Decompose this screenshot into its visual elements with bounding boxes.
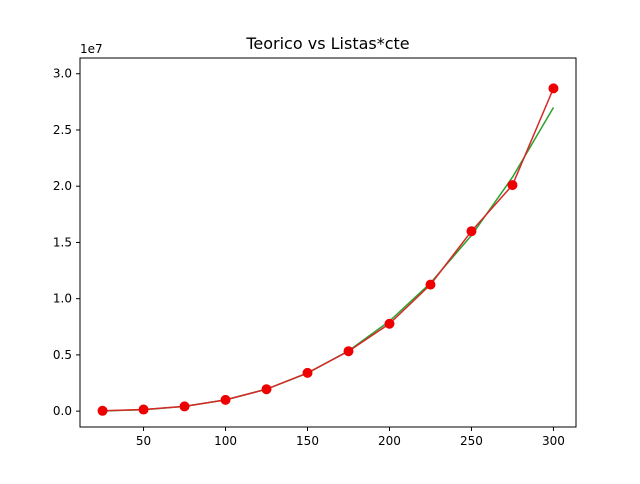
x-tick-label: 250: [460, 434, 483, 448]
y-tick-label: 0.0: [53, 404, 72, 418]
series-2-point: [261, 384, 272, 395]
series-2-point: [466, 226, 477, 237]
series-1-line: [102, 107, 555, 412]
series-2-point: [138, 404, 149, 415]
series-2-point: [384, 318, 395, 329]
series-2-point: [507, 180, 518, 191]
series-2-point: [343, 346, 354, 357]
axis-layer: 50 100 150 200 250 300 0.0 0.5 1.0 1.5 2.0 2.5 3.0: [53, 67, 565, 448]
series-2-point: [425, 279, 436, 290]
series-2-point: [548, 83, 559, 94]
series-2-point: [302, 367, 313, 378]
chart-title: Teorico vs Listas*cte: [245, 34, 409, 53]
series-2-point: [179, 401, 190, 412]
y-tick-label: 2.5: [53, 123, 72, 137]
series-2-point: [220, 394, 231, 405]
y-axis-offset-label: 1e7: [80, 42, 103, 56]
x-tick-label: 150: [296, 434, 319, 448]
series-2-point: [97, 405, 108, 416]
y-tick-label: 1.5: [53, 235, 72, 249]
x-tick-label: 200: [378, 434, 401, 448]
x-tick-label: 300: [542, 434, 565, 448]
y-tick-label: 1.0: [53, 292, 72, 306]
y-tick-label: 3.0: [53, 67, 72, 81]
x-tick-label: 100: [214, 434, 237, 448]
x-tick-label: 50: [136, 434, 151, 448]
series-2-line: [102, 88, 555, 412]
y-tick-label: 2.0: [53, 179, 72, 193]
plot-area: [97, 83, 559, 416]
y-tick-label: 0.5: [53, 348, 72, 362]
axes-frame: [79, 57, 577, 428]
